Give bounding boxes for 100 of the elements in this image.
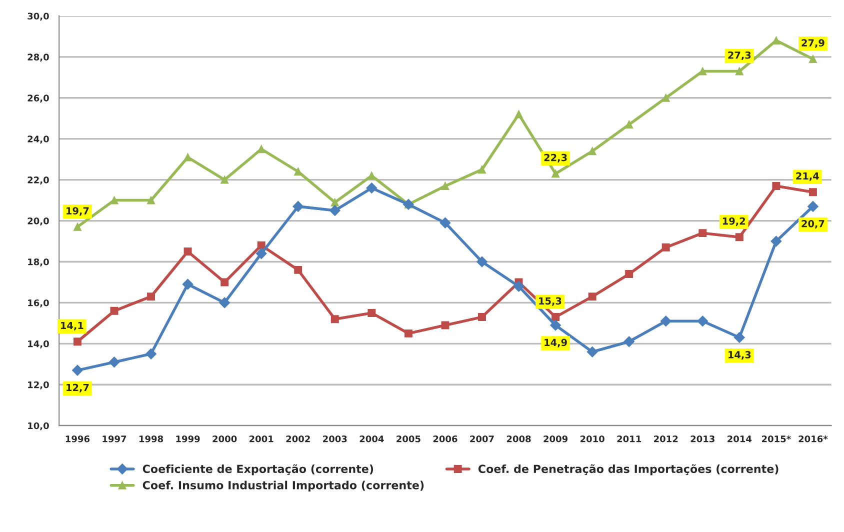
point bbox=[219, 297, 230, 308]
point bbox=[110, 306, 118, 315]
point bbox=[588, 147, 596, 156]
point bbox=[147, 196, 156, 204]
y-tick-label: 22,0 bbox=[28, 176, 49, 185]
y-tick-label: 18,0 bbox=[28, 258, 49, 266]
point bbox=[588, 292, 596, 301]
point bbox=[184, 153, 192, 162]
y-tick-label: 24,0 bbox=[28, 136, 49, 144]
legend-label: Coef. de Penetração das Importações (corrente) bbox=[478, 464, 778, 476]
point bbox=[476, 256, 488, 268]
data-label: 22,3 bbox=[544, 154, 567, 162]
point bbox=[550, 320, 561, 331]
point bbox=[110, 196, 118, 204]
point bbox=[440, 217, 451, 228]
point bbox=[808, 54, 817, 63]
y-tick-label: 30,0 bbox=[28, 12, 49, 21]
x-tick-label: 2015* bbox=[762, 435, 791, 442]
x-tick-label: 2001 bbox=[249, 435, 274, 442]
point bbox=[441, 321, 450, 330]
point bbox=[586, 346, 598, 358]
x-tick-label: 2008 bbox=[506, 435, 531, 442]
data-label: 15,3 bbox=[539, 297, 562, 306]
point bbox=[441, 182, 450, 190]
y-tick-label: 20,0 bbox=[28, 218, 49, 226]
x-tick-label: 2002 bbox=[286, 435, 310, 442]
point bbox=[72, 364, 83, 376]
x-tick-label: 2016* bbox=[798, 435, 828, 442]
point bbox=[514, 110, 523, 118]
data-label: 19,2 bbox=[722, 217, 745, 226]
point bbox=[478, 166, 486, 174]
point bbox=[808, 188, 817, 196]
point bbox=[770, 236, 782, 247]
point bbox=[147, 292, 156, 301]
x-tick-label: 1997 bbox=[102, 435, 126, 442]
data-label: 27,9 bbox=[802, 39, 824, 48]
point bbox=[73, 222, 82, 231]
data-label: 21,4 bbox=[796, 172, 819, 181]
point bbox=[294, 266, 302, 274]
point bbox=[330, 315, 339, 324]
legend-label: Coef. Insumo Industrial Importado (corrente) bbox=[142, 480, 424, 492]
y-tick-label: 28,0 bbox=[28, 54, 49, 62]
point bbox=[552, 170, 560, 178]
point bbox=[257, 241, 266, 250]
point bbox=[220, 176, 229, 184]
data-label: 12,7 bbox=[66, 384, 89, 392]
y-tick-label: 26,0 bbox=[28, 94, 49, 103]
point bbox=[698, 229, 707, 238]
y-tick-label: 10,0 bbox=[28, 422, 49, 430]
y-tick-label: 14,0 bbox=[28, 340, 49, 348]
x-tick-label: 2009 bbox=[544, 435, 568, 442]
x-tick-label: 2006 bbox=[433, 435, 458, 442]
point bbox=[624, 336, 635, 348]
data-label: 14,3 bbox=[728, 351, 751, 360]
point bbox=[552, 313, 560, 322]
point bbox=[697, 316, 708, 327]
x-tick-label: 2000 bbox=[212, 435, 237, 442]
x-tick-label: 1999 bbox=[176, 435, 200, 442]
point bbox=[735, 67, 744, 76]
point bbox=[662, 243, 670, 252]
point bbox=[625, 120, 634, 129]
point bbox=[184, 248, 192, 256]
point bbox=[108, 356, 120, 368]
point bbox=[734, 332, 745, 343]
point bbox=[330, 198, 339, 206]
data-label: 19,7 bbox=[66, 207, 89, 216]
data-label: 27,3 bbox=[728, 51, 751, 60]
point bbox=[368, 172, 376, 180]
legend-label: Coeficiente de Exportação (corrente) bbox=[142, 464, 374, 476]
point bbox=[698, 67, 707, 76]
x-tick-label: 2011 bbox=[617, 435, 642, 442]
x-tick-label: 2012 bbox=[654, 435, 678, 442]
data-label: 14,1 bbox=[61, 322, 84, 330]
point bbox=[368, 308, 376, 317]
point bbox=[404, 329, 412, 338]
point bbox=[257, 145, 266, 154]
x-tick-label: 2007 bbox=[470, 435, 494, 442]
point bbox=[146, 348, 156, 360]
x-tick-label: 2014 bbox=[728, 435, 752, 442]
y-tick-label: 12,0 bbox=[28, 381, 49, 390]
x-tick-label: 2005 bbox=[396, 435, 420, 442]
point bbox=[735, 233, 744, 242]
point bbox=[220, 278, 229, 286]
point bbox=[513, 280, 524, 292]
x-tick-label: 1998 bbox=[139, 435, 164, 442]
x-tick-label: 2004 bbox=[360, 435, 384, 442]
point bbox=[662, 94, 670, 102]
y-tick-label: 16,0 bbox=[28, 299, 49, 308]
x-tick-label: 1996 bbox=[66, 435, 90, 442]
point bbox=[256, 248, 267, 259]
point bbox=[73, 338, 82, 346]
point bbox=[808, 201, 818, 212]
point bbox=[625, 270, 634, 278]
point bbox=[660, 316, 672, 327]
data-label: 14,9 bbox=[544, 338, 567, 348]
point bbox=[182, 278, 194, 290]
point bbox=[329, 205, 340, 216]
x-tick-label: 2010 bbox=[580, 435, 604, 442]
x-tick-label: 2013 bbox=[690, 435, 714, 442]
point bbox=[772, 182, 780, 190]
